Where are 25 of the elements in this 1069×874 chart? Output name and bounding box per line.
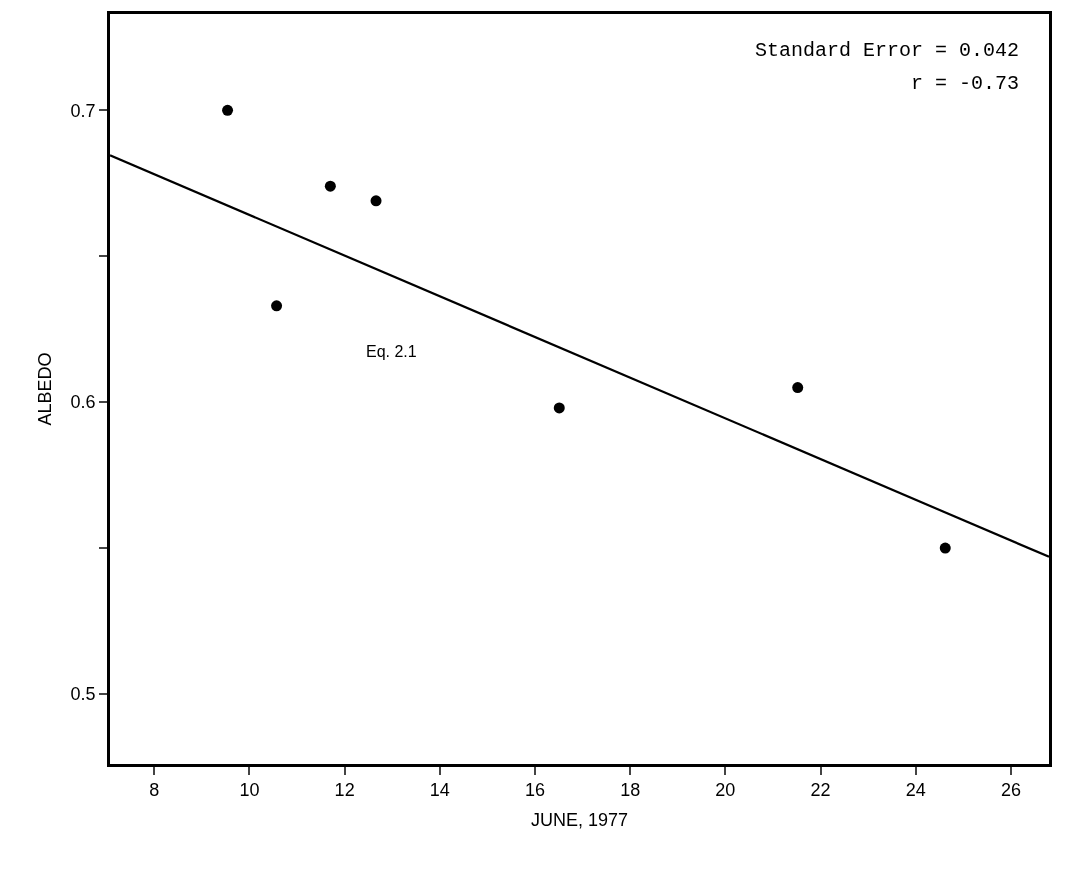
point — [222, 104, 234, 116]
x-tick-label: 20 — [715, 780, 736, 801]
x-tick-label: 12 — [334, 780, 355, 801]
y-tick-label: 0.7 — [70, 100, 96, 121]
x-tick-label: 22 — [810, 780, 831, 801]
point — [370, 195, 382, 207]
x-tick-label: 26 — [1000, 780, 1021, 801]
point — [324, 180, 336, 192]
x-tick-label: 16 — [524, 780, 546, 801]
x-tick-label: 10 — [239, 780, 260, 801]
point — [553, 402, 565, 414]
x-tick-label: 24 — [905, 780, 926, 801]
y-axis-title: ALBEDO — [34, 352, 55, 426]
annotation: Eq. 2.1 — [366, 343, 417, 360]
x-tick-label: 18 — [620, 780, 641, 801]
y-tick-label: 0.5 — [70, 684, 96, 705]
y-tick-label: 0.6 — [70, 392, 96, 413]
point — [792, 382, 804, 394]
x-axis-title: JUNE, 1977 — [530, 810, 629, 831]
x-tick-label: 8 — [149, 780, 160, 801]
annotation: r = -0.73 — [911, 72, 1020, 95]
annotation: Standard Error = 0.042 — [755, 39, 1020, 62]
x-tick-label: 14 — [429, 780, 450, 801]
point — [939, 542, 951, 554]
point — [271, 300, 283, 312]
